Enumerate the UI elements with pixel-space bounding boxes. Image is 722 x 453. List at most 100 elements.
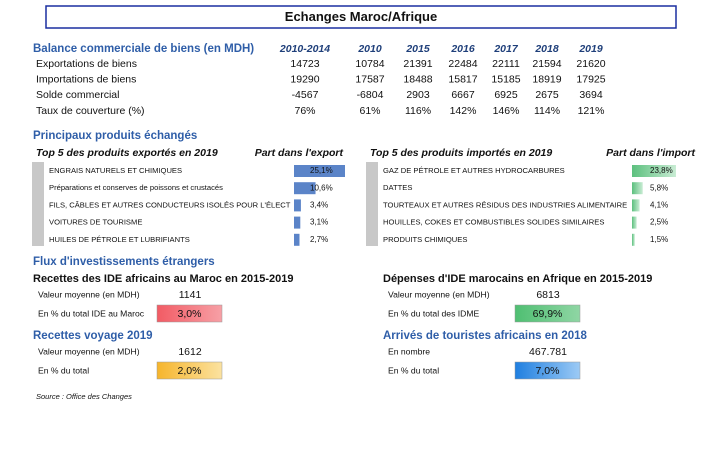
- share-bar: [632, 233, 635, 246]
- field-label: Valeur moyenne (en MDH): [388, 289, 490, 299]
- field-label: En % du total IDE au Maroc: [38, 308, 145, 318]
- cell: 14723: [290, 58, 319, 70]
- block-title: Dépenses d'IDE marocains en Afrique en 2…: [383, 273, 652, 285]
- cell: 116%: [405, 105, 431, 117]
- product-name: DATTES: [383, 183, 412, 192]
- cell: 114%: [534, 105, 560, 117]
- share-label: 23,8%: [650, 166, 673, 175]
- cell: 10784: [355, 58, 384, 70]
- field-value: 6813: [536, 289, 560, 301]
- cell: 17925: [576, 73, 605, 85]
- share-title: Part dans l'import: [606, 147, 695, 159]
- field-label: En % du total: [38, 365, 89, 375]
- section-heading: Principaux produits échangés: [33, 130, 197, 142]
- column-header: 2019: [578, 43, 603, 55]
- table-title: Top 5 des produits importés en 2019: [370, 147, 552, 159]
- field-value: 2,0%: [178, 365, 202, 377]
- field-value: 1141: [179, 289, 202, 301]
- share-label: 10,6%: [310, 183, 333, 192]
- cell: 15185: [491, 73, 520, 85]
- field-value: 1612: [178, 346, 202, 358]
- cell: 19290: [290, 73, 319, 85]
- share-label: 2,5%: [650, 218, 668, 227]
- column-header: 2017: [493, 43, 519, 55]
- cell: -4567: [292, 89, 319, 101]
- cell: 121%: [578, 105, 605, 117]
- field-label: En nombre: [388, 346, 430, 356]
- field-value: 467.781: [529, 346, 567, 358]
- cell: 142%: [450, 105, 477, 117]
- share-bar: [294, 216, 301, 229]
- share-bar: [294, 165, 345, 177]
- source: Source : Office des Changes: [36, 392, 132, 401]
- product-name: FILS, CÂBLES ET AUTRES CONDUCTEURS ISOLÉ…: [49, 200, 291, 209]
- cell: 21594: [532, 58, 561, 70]
- row-label: Taux de couverture (%): [36, 105, 145, 117]
- product-name: TOURTEAUX ET AUTRES RÉSIDUS DES INDUSTRI…: [383, 200, 627, 209]
- product-name: GAZ DE PÉTROLE ET AUTRES HYDROCARBURES: [383, 166, 565, 175]
- block-title: Arrivés de touristes africains en 2018: [383, 330, 588, 342]
- highlight-box: [156, 304, 223, 323]
- column-header: 2010: [357, 43, 382, 55]
- title: Echanges Maroc/Afrique: [285, 9, 437, 24]
- row-label: Importations de biens: [36, 73, 136, 85]
- row-label: Exportations de biens: [36, 58, 137, 70]
- section-heading: Flux d'investissements étrangers: [33, 256, 215, 268]
- side-band: [366, 162, 378, 246]
- cell: 15817: [448, 73, 477, 85]
- share-bar: [632, 182, 643, 195]
- product-name: Préparations et conserves de poissons et…: [49, 183, 223, 192]
- share-bar: [632, 199, 640, 212]
- share-title: Part dans l'export: [255, 147, 344, 159]
- cell: 3694: [579, 89, 603, 101]
- field-value: 3,0%: [178, 308, 202, 320]
- cell: 21620: [576, 58, 605, 70]
- cell: 21391: [403, 58, 432, 70]
- cell: 76%: [294, 105, 315, 117]
- cell: 2903: [406, 89, 430, 101]
- product-name: HOUILLES, COKES ET COMBUSTIBLES SOLIDES …: [383, 218, 604, 227]
- cell: 17587: [355, 73, 384, 85]
- share-bar: [294, 233, 300, 246]
- field-label: Valeur moyenne (en MDH): [38, 346, 140, 356]
- cell: 18919: [532, 73, 561, 85]
- cell: 22484: [448, 58, 477, 70]
- share-label: 25,1%: [310, 166, 333, 175]
- table-title: Top 5 des produits exportés en 2019: [36, 147, 218, 159]
- highlight-box: [156, 361, 223, 380]
- product-name: HUILES DE PÉTROLE ET LUBRIFIANTS: [49, 235, 190, 244]
- cell: 6925: [494, 89, 518, 101]
- share-label: 5,8%: [650, 183, 668, 192]
- column-header: 2015: [405, 43, 430, 55]
- share-bar: [632, 165, 676, 177]
- section-heading: Balance commerciale de biens (en MDH): [33, 43, 254, 55]
- field-value: 7,0%: [536, 365, 560, 377]
- cell: 18488: [403, 73, 432, 85]
- field-value: 69,9%: [533, 308, 563, 320]
- title-box: [45, 5, 677, 29]
- field-label: En % du total: [388, 365, 439, 375]
- row-label: Solde commercial: [36, 89, 119, 101]
- side-band: [32, 162, 44, 246]
- highlight-box: [514, 361, 581, 380]
- share-label: 2,7%: [310, 235, 328, 244]
- cell: 22111: [492, 58, 520, 70]
- column-header: 2016: [450, 43, 475, 55]
- cell: 146%: [493, 105, 520, 117]
- share-bar: [294, 182, 316, 195]
- share-label: 1,5%: [650, 235, 668, 244]
- share-bar: [632, 216, 637, 229]
- column-header: 2010-2014: [279, 43, 330, 55]
- product-name: PRODUITS CHIMIQUES: [383, 235, 467, 244]
- field-label: En % du total des IDME: [388, 308, 480, 318]
- highlight-box: [514, 304, 581, 323]
- column-header: 2018: [534, 43, 559, 55]
- share-label: 3,4%: [310, 201, 328, 210]
- product-name: VOITURES DE TOURISME: [49, 218, 142, 227]
- cell: 2675: [535, 89, 559, 101]
- share-label: 3,1%: [310, 218, 328, 227]
- share-label: 4,1%: [650, 201, 668, 210]
- cell: 6667: [451, 89, 475, 101]
- block-title: Recettes voyage 2019: [33, 330, 153, 342]
